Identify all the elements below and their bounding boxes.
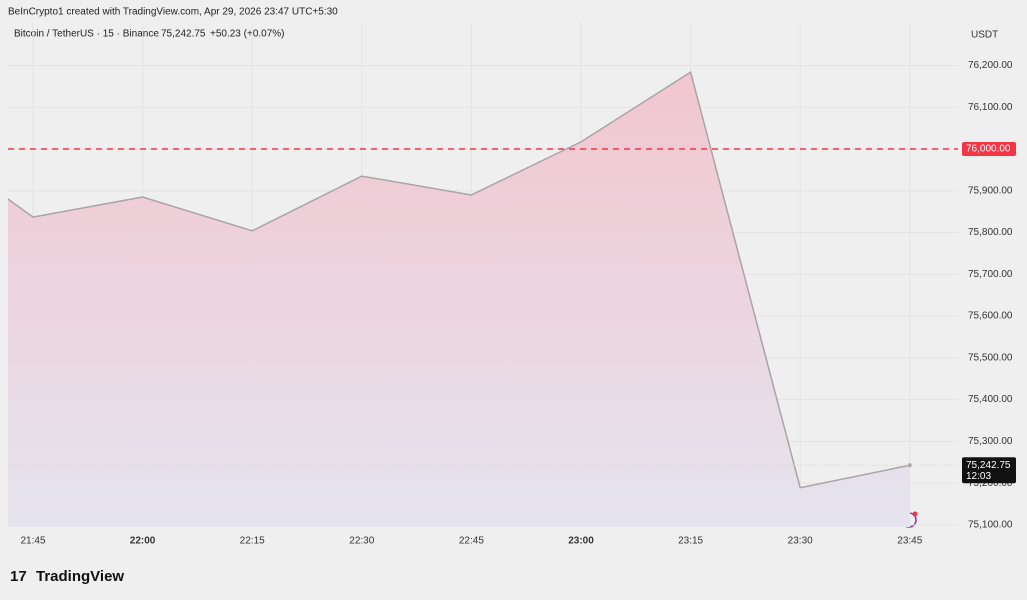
change: +50.23 (+0.07%) bbox=[210, 29, 285, 40]
logo-icon: 17 bbox=[10, 568, 27, 585]
y-tick-label: 76,200.00 bbox=[968, 60, 1013, 71]
alert-dot bbox=[912, 511, 918, 517]
last-point bbox=[907, 463, 912, 468]
x-tick-label: 23:30 bbox=[788, 536, 813, 547]
x-tick-label: 23:15 bbox=[678, 536, 703, 547]
y-tick-label: 75,100.00 bbox=[968, 520, 1013, 531]
price-line bbox=[8, 70, 910, 489]
level-label: 76,000.00 bbox=[966, 144, 1011, 155]
countdown: 12:03 bbox=[966, 471, 991, 482]
x-tick-label: 22:30 bbox=[349, 536, 374, 547]
x-tick-label: 23:00 bbox=[568, 536, 594, 547]
price: 75,242.75 bbox=[161, 29, 206, 40]
x-tick-label: 23:45 bbox=[897, 536, 922, 547]
y-tick-label: 75,900.00 bbox=[968, 185, 1013, 196]
y-tick-label: 75,700.00 bbox=[968, 269, 1013, 280]
x-tick-label: 22:15 bbox=[240, 536, 265, 547]
symbol-title: Bitcoin / TetherUS · 15 · Binance bbox=[14, 29, 159, 40]
level-label-box bbox=[962, 141, 1016, 156]
logo-text: TradingView bbox=[36, 568, 124, 585]
y-tick-label: 75,400.00 bbox=[968, 394, 1013, 405]
last-price-label: 75,242.75 bbox=[966, 460, 1011, 471]
x-tick-label: 22:45 bbox=[459, 536, 484, 547]
plot bbox=[8, 70, 912, 527]
area-fill bbox=[8, 72, 910, 527]
last-price-box bbox=[962, 457, 1016, 484]
x-tick-label: 21:45 bbox=[20, 536, 45, 547]
y-tick-label: 75,600.00 bbox=[968, 311, 1013, 322]
y-tick-label: 75,500.00 bbox=[968, 352, 1013, 363]
y-tick-label: 75,300.00 bbox=[968, 436, 1013, 447]
y-tick-label: 76,100.00 bbox=[968, 102, 1013, 113]
y-axis-label: USDT bbox=[971, 30, 998, 41]
x-tick-label: 22:00 bbox=[130, 536, 156, 547]
attribution: BeInCrypto1 created with TradingView.com… bbox=[8, 7, 338, 18]
y-tick-label: 75,800.00 bbox=[968, 227, 1013, 238]
